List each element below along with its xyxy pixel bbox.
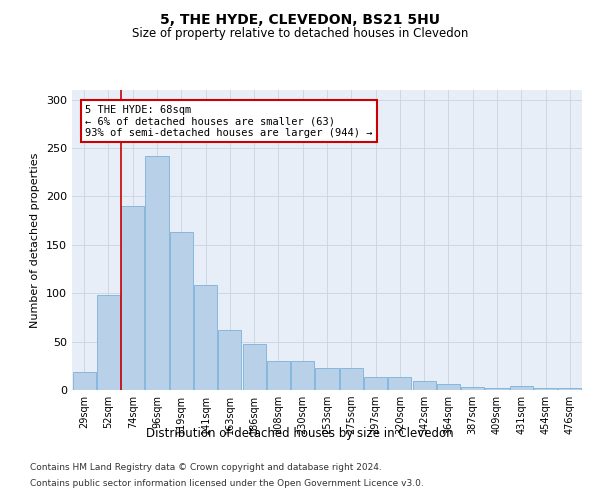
Text: Contains public sector information licensed under the Open Government Licence v3: Contains public sector information licen… (30, 478, 424, 488)
Bar (97, 295, 120, 390)
Text: 5 THE HYDE: 68sqm
← 6% of detached houses are smaller (63)
93% of semi-detached : 5 THE HYDE: 68sqm ← 6% of detached house… (85, 104, 373, 138)
Bar (485, 388, 509, 390)
Text: Size of property relative to detached houses in Clevedon: Size of property relative to detached ho… (132, 28, 468, 40)
Bar (364, 378, 387, 390)
Bar (461, 387, 484, 390)
Text: Contains HM Land Registry data © Crown copyright and database right 2024.: Contains HM Land Registry data © Crown c… (30, 464, 382, 472)
Bar (242, 344, 266, 390)
Bar (73, 372, 95, 390)
Bar (510, 386, 533, 390)
Bar (388, 378, 412, 390)
Bar (534, 388, 557, 390)
Bar (170, 232, 193, 390)
Text: 5, THE HYDE, CLEVEDON, BS21 5HU: 5, THE HYDE, CLEVEDON, BS21 5HU (160, 12, 440, 26)
Bar (340, 368, 363, 390)
Bar (121, 206, 144, 390)
Bar (218, 330, 241, 390)
Bar (194, 284, 217, 390)
Bar (267, 361, 290, 390)
Bar (145, 156, 169, 390)
Text: Distribution of detached houses by size in Clevedon: Distribution of detached houses by size … (146, 428, 454, 440)
Y-axis label: Number of detached properties: Number of detached properties (31, 152, 40, 328)
Bar (316, 368, 338, 390)
Bar (437, 384, 460, 390)
Bar (559, 388, 581, 390)
Bar (291, 361, 314, 390)
Bar (413, 382, 436, 390)
